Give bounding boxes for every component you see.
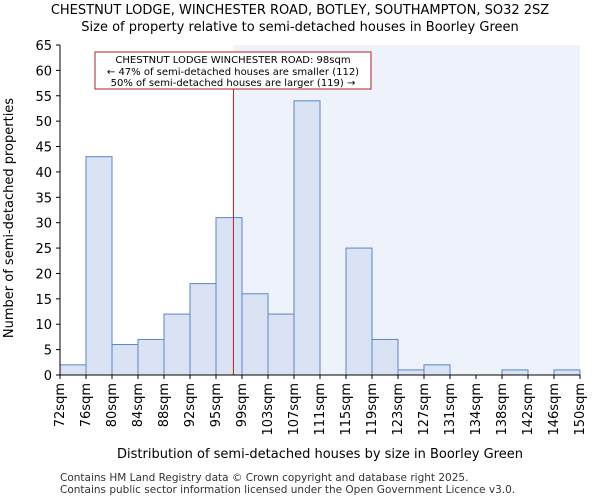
chart-subtitle: Size of property relative to semi-detach… [81,20,519,35]
x-tick-label: 95sqm [209,383,224,427]
x-tick-label: 107sqm [287,383,302,436]
y-axis-label: Number of semi-detached properties [2,98,17,338]
y-tick-label: 10 [35,318,52,333]
annotation-line-3: 50% of semi-detached houses are larger (… [111,78,356,89]
annotation-line-2: ← 47% of semi-detached houses are smalle… [107,67,359,78]
bar-72sqm [59,364,87,376]
footer-line-2: Contains public sector information licen… [60,484,515,496]
x-tick-label: 111sqm [313,383,328,436]
x-tick-label: 99sqm [235,383,250,427]
bar-103sqm [267,313,295,376]
y-tick-label: 20 [35,267,52,282]
bar-119sqm [371,338,399,376]
bar-99sqm [241,293,269,376]
x-tick-label: 138sqm [495,383,510,436]
x-axis: 72sqm 76sqm 80sqm 84sqm 88sqm 92sqm 95sqm 99sqm… [53,375,588,436]
bar-92sqm [189,283,217,376]
bar-95sqm [215,217,243,376]
y-tick-label: 50 [35,115,52,130]
x-tick-label: 123sqm [391,383,406,436]
x-tick-label: 72sqm [53,383,68,427]
x-tick-label: 146sqm [547,383,562,436]
bar-138sqm [501,369,529,376]
y-tick-label: 60 [35,64,52,79]
chart-title: CHESTNUT LODGE, WINCHESTER ROAD, BOTLEY,… [51,3,549,18]
bar-76sqm [85,156,113,376]
bar-107sqm [293,100,321,376]
x-tick-label: 134sqm [469,383,484,436]
y-tick-label: 5 [44,344,52,359]
x-tick-label: 119sqm [365,383,380,436]
annotation-line-1: CHESTNUT LODGE WINCHESTER ROAD: 98sqm [115,55,350,66]
x-tick-label: 115sqm [339,383,354,436]
y-tick-label: 25 [35,242,52,257]
y-tick-label: 0 [44,369,52,384]
x-tick-label: 131sqm [443,383,458,436]
x-tick-label: 142sqm [521,383,536,436]
x-tick-label: 103sqm [261,383,276,436]
bar-146sqm [553,369,581,376]
x-tick-label: 88sqm [157,383,172,427]
x-axis-label: Distribution of semi-detached houses by … [117,447,523,462]
bar-123sqm [397,369,425,376]
y-tick-label: 15 [35,293,52,308]
y-tick-label: 30 [35,217,52,232]
y-tick-label: 65 [35,39,52,54]
bar-80sqm [111,344,139,376]
bar-115sqm [345,247,373,376]
y-tick-label: 35 [35,191,52,206]
x-tick-label: 76sqm [79,383,94,427]
y-tick-label: 45 [35,141,52,156]
x-tick-label: 92sqm [183,383,198,427]
y-tick-label: 55 [35,90,52,105]
y-axis: 0 5 10 15 20 25 30 35 40 45 50 55 60 65 [35,39,60,384]
x-tick-label: 84sqm [131,383,146,427]
annotation-border [94,51,372,90]
bar-127sqm [423,364,451,376]
x-tick-label: 150sqm [573,383,588,436]
bar-84sqm [137,338,165,376]
bars-group [59,100,581,376]
x-tick-label: 80sqm [105,383,120,427]
bar-88sqm [163,313,191,376]
y-tick-label: 40 [35,166,52,181]
footer-line-1: Contains HM Land Registry data © Crown c… [60,472,468,484]
x-tick-label: 127sqm [417,383,432,436]
annotation-box: CHESTNUT LODGE WINCHESTER ROAD: 98sqm ← … [94,51,372,90]
